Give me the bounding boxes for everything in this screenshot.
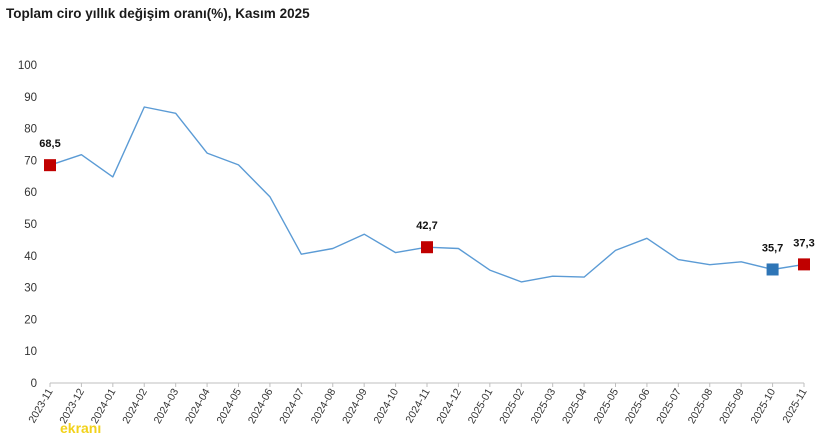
y-axis: 0 10 20 30 40 50 60 70 80 90 100	[18, 60, 37, 390]
y-tick-label: 60	[24, 187, 37, 199]
x-tick-label: 2024-10	[372, 386, 402, 426]
x-tick-label: 2025-03	[529, 386, 559, 426]
series-layer	[49, 106, 805, 283]
y-tick-label: 80	[24, 124, 37, 136]
x-tick-label: 2024-12	[434, 386, 464, 426]
x-tick-label: 2025-07	[654, 386, 684, 426]
y-tick-label: 90	[24, 92, 37, 104]
x-tick-label: 2025-02	[497, 386, 527, 426]
data-label: 68,5	[39, 138, 60, 150]
highlight-marker	[44, 159, 56, 172]
highlight-markers: 68,5 42,7 35,7 37,3	[39, 138, 815, 276]
y-tick-label: 40	[24, 251, 37, 263]
x-tick-label: 2025-04	[560, 386, 590, 426]
x-tick-label: 2024-05	[214, 386, 244, 426]
x-tick-label: 2024-09	[340, 386, 370, 426]
x-tick-label: 2025-11	[780, 386, 809, 425]
x-tick-label: 2025-01	[466, 386, 496, 426]
y-tick-label: 50	[24, 219, 37, 231]
highlight-marker	[798, 258, 810, 271]
x-tick-label: 2024-08	[309, 386, 339, 426]
x-tick-label: 2025-06	[623, 386, 653, 426]
x-tick-label: 2024-03	[152, 386, 182, 426]
x-tick-label: 2024-07	[277, 386, 307, 426]
highlight-marker	[421, 241, 433, 254]
x-axis: 2023-11 2023-12 2024-01 2024-02 2024-03 2024-…	[26, 382, 810, 426]
x-tick-label: 2024-02	[120, 386, 150, 426]
data-label: 42,7	[416, 220, 437, 232]
x-tick-label: 2024-04	[183, 386, 213, 426]
data-label: 37,3	[793, 237, 814, 249]
x-tick-label: 2025-09	[717, 386, 747, 426]
highlight-marker	[766, 263, 779, 276]
data-label: 35,7	[762, 242, 783, 254]
x-tick-label: 2025-08	[686, 386, 716, 426]
series-line	[49, 106, 805, 283]
x-tick-label: 2023-11	[26, 386, 55, 425]
x-tick-label: 2025-05	[591, 386, 621, 426]
y-tick-label: 10	[24, 346, 37, 358]
watermark-logo: ekranı	[60, 420, 102, 436]
y-tick-label: 100	[18, 60, 37, 72]
y-tick-label: 20	[24, 314, 37, 326]
chart-title: Toplam ciro yıllık değişim oranı(%), Kas…	[6, 6, 310, 21]
y-tick-label: 0	[31, 378, 37, 390]
y-tick-label: 70	[24, 155, 37, 167]
x-tick-label: 2025-10	[749, 386, 779, 426]
x-tick-label: 2024-11	[403, 386, 432, 425]
y-tick-label: 30	[24, 283, 37, 295]
x-tick-label: 2024-06	[246, 386, 276, 426]
